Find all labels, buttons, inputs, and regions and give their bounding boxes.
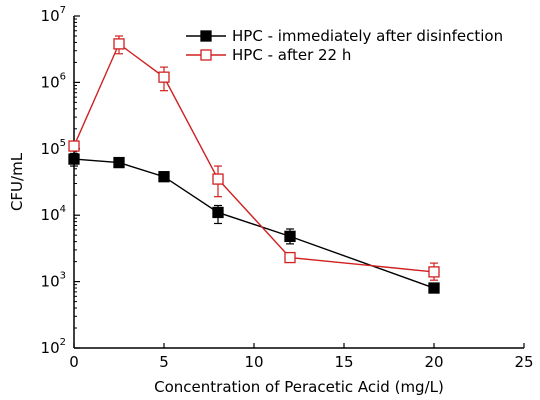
legend-label: HPC - after 22 h xyxy=(232,46,351,64)
data-point xyxy=(113,156,125,169)
series-line xyxy=(73,158,435,289)
x-tick-label: 25 xyxy=(514,353,533,371)
data-point xyxy=(68,153,80,165)
data-point xyxy=(113,38,125,50)
series-1 xyxy=(68,35,440,281)
x-tick-label: 5 xyxy=(159,353,169,371)
y-tick-label: 106 xyxy=(41,71,66,91)
data-point xyxy=(284,230,296,243)
legend-marker xyxy=(200,49,212,61)
series-0 xyxy=(68,152,440,294)
data-point xyxy=(68,140,80,152)
data-point xyxy=(428,266,440,278)
series-line xyxy=(73,42,435,273)
y-tick-label: 104 xyxy=(41,204,66,224)
data-point xyxy=(212,173,224,185)
x-tick-label: 20 xyxy=(424,353,443,371)
legend-marker xyxy=(200,30,212,42)
axes xyxy=(73,16,524,349)
x-tick-label: 10 xyxy=(244,353,263,371)
y-tick-label: 107 xyxy=(41,5,66,25)
x-tick-label: 0 xyxy=(69,353,79,371)
y-axis-label: CFU/mL xyxy=(8,152,26,211)
y-tick-label: 102 xyxy=(41,337,66,357)
data-point xyxy=(158,71,170,83)
ticks: 0 5 10 15 20 25 102 103 104 105 106 107 xyxy=(41,5,534,371)
data-point xyxy=(158,171,170,183)
y-tick-label: 103 xyxy=(41,271,66,291)
data-point xyxy=(284,251,296,264)
series-layer xyxy=(68,35,440,294)
legend: HPC - immediately after disinfectionHPC … xyxy=(186,27,503,64)
legend-label: HPC - immediately after disinfection xyxy=(232,27,503,45)
data-point xyxy=(212,206,224,219)
x-axis-label: Concentration of Peracetic Acid (mg/L) xyxy=(154,378,444,396)
x-tick-label: 15 xyxy=(334,353,353,371)
data-point xyxy=(428,282,440,294)
y-tick-label: 105 xyxy=(41,138,66,158)
